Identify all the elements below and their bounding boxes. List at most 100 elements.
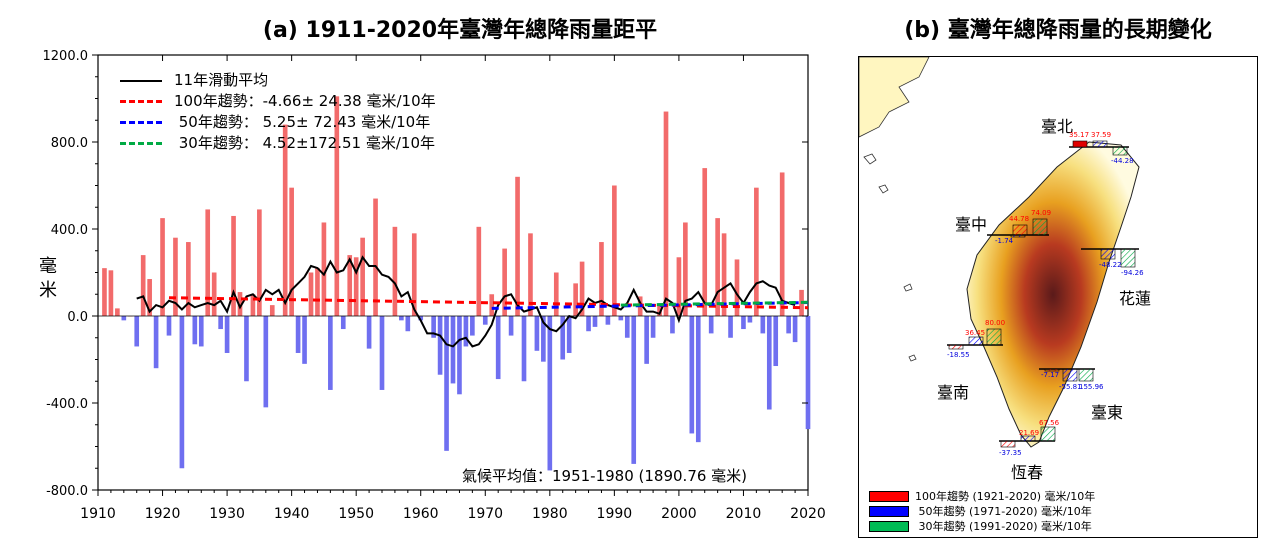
bar xyxy=(715,218,720,316)
bar xyxy=(315,268,320,316)
map-title: (b) 臺灣年總降雨量的長期變化 xyxy=(904,18,1212,43)
x-tick-label: 1990 xyxy=(597,506,633,522)
bar xyxy=(431,316,436,338)
x-tick-label: 2010 xyxy=(726,506,762,522)
value-taipei-50: 37.59 xyxy=(1091,131,1112,139)
bar xyxy=(489,294,495,316)
x-tick-label: 1960 xyxy=(403,506,439,522)
map-legend-label: 30年趨勢 (1991-2020) 毫米/10年 xyxy=(915,520,1092,533)
bar xyxy=(450,316,456,384)
bar xyxy=(618,316,624,321)
station-taipei xyxy=(1069,140,1129,156)
bar xyxy=(140,255,146,316)
bar xyxy=(366,316,372,349)
map-legend-50: 50年趨勢 (1971-2020) 毫米/10年 xyxy=(869,504,1095,519)
legend-label: 50年趨勢： 5.25± 72.43 毫米/10年 xyxy=(174,113,431,131)
map-legend-30: 30年趨勢 (1991-2020) 毫米/10年 xyxy=(869,519,1095,534)
bar xyxy=(792,316,798,343)
bar xyxy=(373,198,378,316)
value-taitung-100b: -7.17 xyxy=(1041,371,1060,379)
station-taitung xyxy=(1039,368,1095,382)
bar xyxy=(779,172,785,316)
map-legend: 100年趨勢 (1921-2020) 毫米/10年 50年趨勢 (1971-20… xyxy=(869,489,1095,534)
city-taitung: 臺東 xyxy=(1091,403,1124,422)
bar xyxy=(773,316,779,367)
bar xyxy=(321,222,327,316)
bar xyxy=(237,292,243,316)
bar xyxy=(257,209,262,316)
bar xyxy=(457,316,462,395)
bar xyxy=(547,316,553,471)
value-tainan-50: 36.45 xyxy=(965,329,986,337)
moving-average-line xyxy=(136,255,796,348)
taiwan-map-svg xyxy=(859,57,1140,448)
bar xyxy=(134,316,140,347)
bar xyxy=(650,316,656,338)
legend-moving-average: 11年滑動平均 xyxy=(120,70,436,91)
station-taichung xyxy=(987,218,1049,238)
taiwan-map: 臺北 臺中 花蓮 臺南 臺東 恆春 35.17 37.59 -44.28 44.… xyxy=(858,56,1258,538)
bar xyxy=(553,272,559,316)
value-hualien-30: -94.26 xyxy=(1121,269,1144,277)
legend-swatch-black xyxy=(120,79,162,82)
legend-trend-50: 50年趨勢： 5.25± 72.43 毫米/10年 xyxy=(120,112,436,133)
taiwan-island xyxy=(966,141,1140,448)
trend-line xyxy=(620,300,809,307)
bar xyxy=(308,272,314,316)
bar xyxy=(579,261,585,316)
bar xyxy=(353,257,359,316)
city-hengchun: 恆春 xyxy=(1011,463,1044,482)
legend-swatch-red xyxy=(120,100,162,103)
bar xyxy=(295,316,301,353)
x-tick-label: 1940 xyxy=(274,506,310,522)
baseline-note: 氣候平均值：1951-1980 (1890.76 毫米) xyxy=(462,467,748,485)
trend-line xyxy=(168,296,809,310)
bar xyxy=(663,111,669,316)
y-tick-label: 1200.0 xyxy=(43,49,89,64)
legend-swatch-green xyxy=(869,521,909,532)
mainland-coast xyxy=(859,57,930,138)
bar xyxy=(734,259,740,316)
bar xyxy=(192,316,198,345)
bar xyxy=(173,237,178,316)
y-tick-label: 800.0 xyxy=(51,136,88,151)
y-tick-label: 400.0 xyxy=(51,223,88,238)
value-taitung-50: -55.81 xyxy=(1059,383,1082,391)
bar xyxy=(198,316,204,347)
bar xyxy=(502,248,507,316)
bar xyxy=(405,316,411,332)
bar xyxy=(244,316,249,382)
bar xyxy=(786,316,791,334)
y-axis-label: 毫 xyxy=(39,256,57,277)
bar xyxy=(179,316,185,469)
bar xyxy=(263,316,269,408)
bar xyxy=(657,305,662,316)
bar xyxy=(482,316,488,325)
bar xyxy=(340,316,346,330)
bar xyxy=(741,316,746,330)
bar xyxy=(282,124,288,316)
bar xyxy=(534,316,540,351)
station-hualien xyxy=(1081,248,1139,268)
bar xyxy=(599,242,604,316)
x-tick-label: 1950 xyxy=(338,506,374,522)
bar xyxy=(754,187,759,316)
bar xyxy=(695,316,701,443)
legend-swatch-green xyxy=(120,142,162,145)
bar xyxy=(108,270,114,316)
bar xyxy=(676,257,682,316)
bar xyxy=(612,185,617,316)
value-hengchun-30: 67.56 xyxy=(1039,419,1060,427)
bar xyxy=(102,268,107,316)
city-taipei: 臺北 xyxy=(1041,117,1074,136)
map-legend-label: 100年趨勢 (1921-2020) 毫米/10年 xyxy=(915,490,1096,503)
station-hengchun xyxy=(999,426,1056,448)
bar xyxy=(670,316,675,334)
bar xyxy=(747,316,753,323)
value-taichung-30b: 44.78 xyxy=(1009,215,1030,223)
map-legend-100: 100年趨勢 (1921-2020) 毫米/10年 xyxy=(869,489,1095,504)
bar xyxy=(231,215,236,316)
legend-label: 11年滑動平均 xyxy=(174,71,269,89)
bar xyxy=(728,316,733,338)
bar xyxy=(334,96,340,316)
